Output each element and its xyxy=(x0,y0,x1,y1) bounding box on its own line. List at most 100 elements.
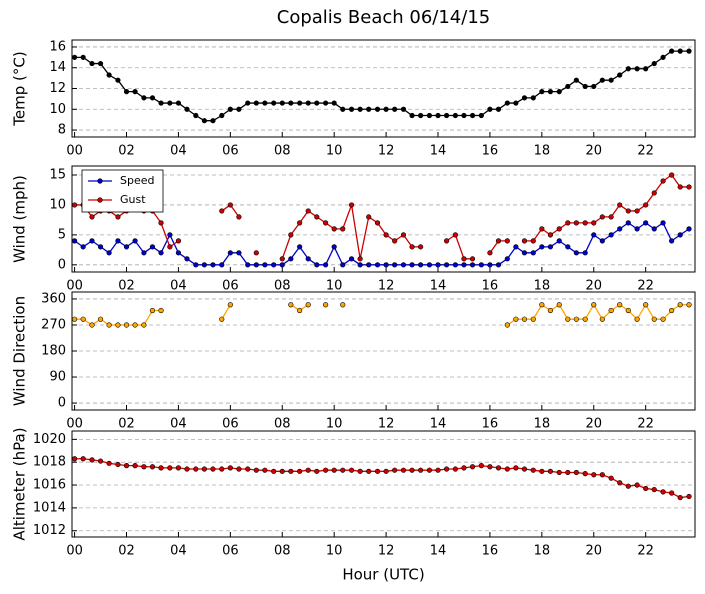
data-point xyxy=(392,106,398,112)
x-tick-label: 04 xyxy=(170,279,187,294)
x-tick-label: 14 xyxy=(430,417,447,432)
data-point xyxy=(374,262,381,268)
data-point xyxy=(469,464,476,470)
data-point xyxy=(340,467,346,473)
data-point xyxy=(271,100,277,106)
data-point xyxy=(573,220,579,226)
data-point xyxy=(625,208,631,214)
data-point xyxy=(582,250,588,256)
data-point xyxy=(331,100,337,106)
data-point xyxy=(608,232,614,238)
data-point xyxy=(565,316,571,322)
y-tick-label: 10 xyxy=(49,197,66,212)
data-point xyxy=(175,250,182,256)
data-point xyxy=(305,208,311,214)
y-tick-label: 1020 xyxy=(33,432,66,447)
data-point xyxy=(288,100,294,106)
x-tick-label: 12 xyxy=(378,544,395,559)
series-line xyxy=(74,221,690,266)
x-tick-label: 02 xyxy=(118,279,135,294)
data-point xyxy=(617,302,623,308)
data-point xyxy=(219,262,225,268)
data-point xyxy=(331,226,337,232)
data-point xyxy=(193,112,199,119)
data-point xyxy=(340,262,346,268)
data-point xyxy=(426,112,433,119)
y-tick-label: 1018 xyxy=(33,455,66,470)
data-point xyxy=(158,100,164,106)
data-point xyxy=(158,220,164,226)
data-point xyxy=(383,106,389,112)
y-tick-label: 16 xyxy=(49,39,66,54)
y-tick-label: 0 xyxy=(58,396,66,411)
data-point xyxy=(573,250,579,256)
data-point xyxy=(651,190,657,196)
data-point xyxy=(97,244,104,250)
data-point xyxy=(565,83,571,90)
data-point xyxy=(625,220,631,226)
plot-frame xyxy=(71,430,696,538)
data-point xyxy=(443,112,450,119)
y-tick-label: 1014 xyxy=(33,500,66,515)
data-point xyxy=(565,469,571,476)
data-point xyxy=(461,112,467,119)
x-tick-label: 06 xyxy=(222,417,239,432)
data-point xyxy=(539,302,545,308)
data-point xyxy=(245,100,251,106)
data-point xyxy=(400,262,407,268)
data-point xyxy=(123,322,130,328)
y-tick-label: 270 xyxy=(41,317,66,332)
data-point xyxy=(80,244,86,250)
data-point xyxy=(669,172,675,178)
x-tick-label: 00 xyxy=(66,279,83,294)
y-axis-label: Altimeter (hPa) xyxy=(11,427,29,540)
data-point xyxy=(521,466,528,472)
data-point xyxy=(521,95,528,101)
x-tick-label: 18 xyxy=(534,144,551,159)
data-point xyxy=(383,232,389,238)
data-point xyxy=(89,238,95,244)
data-point xyxy=(677,494,683,501)
data-point xyxy=(297,244,303,250)
data-point xyxy=(374,220,381,226)
data-point xyxy=(677,232,683,238)
data-point xyxy=(305,100,311,106)
data-point xyxy=(314,214,320,220)
data-point xyxy=(201,262,207,268)
data-point xyxy=(236,466,242,472)
x-axis-label: Hour (UTC) xyxy=(342,566,424,584)
data-point xyxy=(660,316,666,322)
data-point xyxy=(513,100,519,106)
x-tick-label: 00 xyxy=(66,144,83,159)
data-point xyxy=(547,468,554,474)
data-point xyxy=(686,184,692,190)
data-point xyxy=(677,302,683,308)
data-point xyxy=(158,307,164,314)
data-point xyxy=(487,464,493,470)
data-point xyxy=(323,100,329,106)
y-tick-label: 1016 xyxy=(33,478,66,493)
data-point xyxy=(253,100,259,106)
data-point xyxy=(141,95,147,101)
x-tick-label: 18 xyxy=(534,279,551,294)
data-point xyxy=(547,244,554,250)
data-point xyxy=(582,220,588,226)
data-point xyxy=(487,106,493,112)
data-point xyxy=(305,256,311,262)
data-point xyxy=(236,250,242,256)
y-axis-label: Wind (mph) xyxy=(11,175,29,263)
data-point xyxy=(504,256,510,262)
data-point xyxy=(348,467,355,473)
data-point xyxy=(141,250,147,256)
data-point xyxy=(236,106,242,112)
data-point xyxy=(279,256,285,262)
x-tick-label: 04 xyxy=(170,544,187,559)
data-point xyxy=(513,244,519,250)
y-tick-label: 180 xyxy=(41,344,66,359)
data-point xyxy=(357,262,363,268)
data-point xyxy=(314,100,320,106)
data-point xyxy=(245,262,251,268)
x-tick-label: 10 xyxy=(326,544,343,559)
data-point xyxy=(71,238,78,244)
data-point xyxy=(504,466,510,472)
